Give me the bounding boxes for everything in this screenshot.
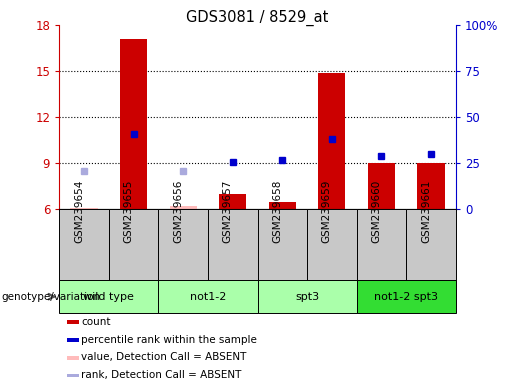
- Bar: [67, 320, 79, 324]
- Bar: [208, 209, 258, 280]
- Bar: [307, 209, 356, 280]
- Text: GSM239656: GSM239656: [173, 180, 183, 243]
- Text: rank, Detection Call = ABSENT: rank, Detection Call = ABSENT: [81, 370, 242, 380]
- Text: spt3: spt3: [295, 291, 319, 302]
- Bar: [356, 280, 456, 313]
- Text: GSM239659: GSM239659: [322, 180, 332, 243]
- Text: genotype/variation: genotype/variation: [2, 291, 100, 302]
- Bar: [71, 208, 98, 209]
- Bar: [356, 209, 406, 280]
- Bar: [59, 280, 159, 313]
- Bar: [219, 194, 246, 209]
- Text: GDS3081 / 8529_at: GDS3081 / 8529_at: [186, 10, 329, 26]
- Bar: [258, 280, 356, 313]
- Bar: [269, 202, 296, 209]
- Bar: [67, 356, 79, 360]
- Bar: [159, 209, 208, 280]
- Text: GSM239654: GSM239654: [74, 180, 84, 243]
- Text: GSM239660: GSM239660: [371, 180, 382, 243]
- Bar: [318, 73, 346, 209]
- Text: GSM239657: GSM239657: [222, 180, 233, 243]
- Text: value, Detection Call = ABSENT: value, Detection Call = ABSENT: [81, 353, 247, 362]
- Bar: [406, 209, 456, 280]
- Text: GSM239655: GSM239655: [124, 180, 133, 243]
- Bar: [159, 280, 258, 313]
- Bar: [59, 209, 109, 280]
- Bar: [169, 206, 197, 209]
- Bar: [120, 39, 147, 209]
- Bar: [368, 163, 395, 209]
- Bar: [258, 209, 307, 280]
- Bar: [67, 338, 79, 342]
- Text: not1-2: not1-2: [190, 291, 226, 302]
- Text: GSM239661: GSM239661: [421, 180, 431, 243]
- Text: wild type: wild type: [83, 291, 134, 302]
- Text: count: count: [81, 317, 111, 327]
- Text: GSM239658: GSM239658: [272, 180, 282, 243]
- Bar: [109, 209, 159, 280]
- Text: percentile rank within the sample: percentile rank within the sample: [81, 334, 257, 344]
- Bar: [417, 163, 444, 209]
- Bar: [67, 374, 79, 377]
- Text: not1-2 spt3: not1-2 spt3: [374, 291, 438, 302]
